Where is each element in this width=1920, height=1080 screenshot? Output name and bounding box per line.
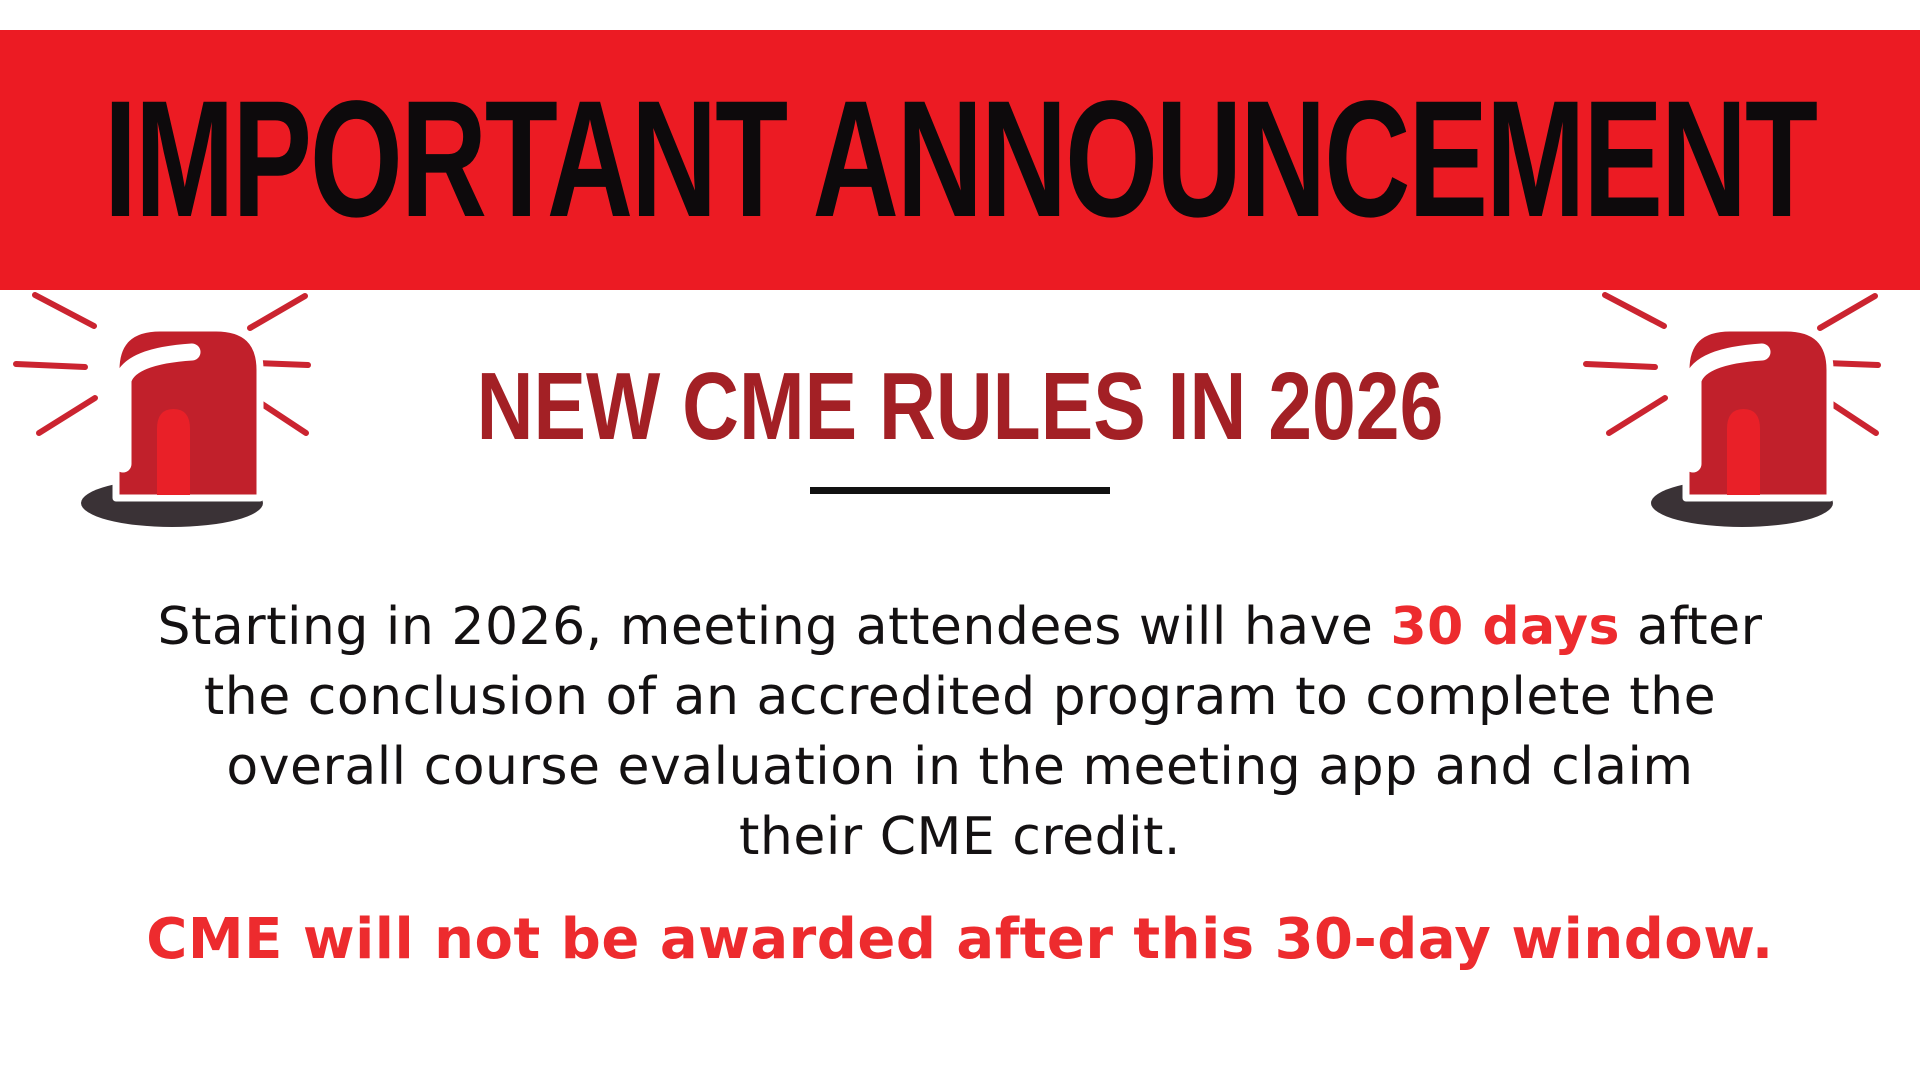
paragraph-line-2: the conclusion of an accredited program … (203, 667, 1717, 727)
paragraph-line-3: overall course evaluation in the meeting… (226, 737, 1694, 797)
footer-warning: CME will not be awarded after this 30-da… (146, 907, 1774, 972)
siren-icon (12, 292, 312, 530)
paragraph-text: Starting in 2026, meeting attendees will… (157, 597, 1391, 657)
page-title: NEW CME RULES IN 2026 (476, 353, 1444, 460)
paragraph-text: after (1619, 597, 1763, 657)
banner-title: IMPORTANT ANNOUNCEMENT (104, 67, 1818, 252)
siren-icon (1582, 292, 1882, 530)
paragraph-line-1: Starting in 2026, meeting attendees will… (0, 592, 1920, 662)
paragraph-line-4: their CME credit. (739, 807, 1181, 867)
body-paragraph: Starting in 2026, meeting attendees will… (0, 592, 1920, 872)
highlight-30-days: 30 days (1390, 597, 1620, 657)
announcement-banner: IMPORTANT ANNOUNCEMENT (0, 30, 1920, 290)
heading-underline (810, 487, 1110, 494)
